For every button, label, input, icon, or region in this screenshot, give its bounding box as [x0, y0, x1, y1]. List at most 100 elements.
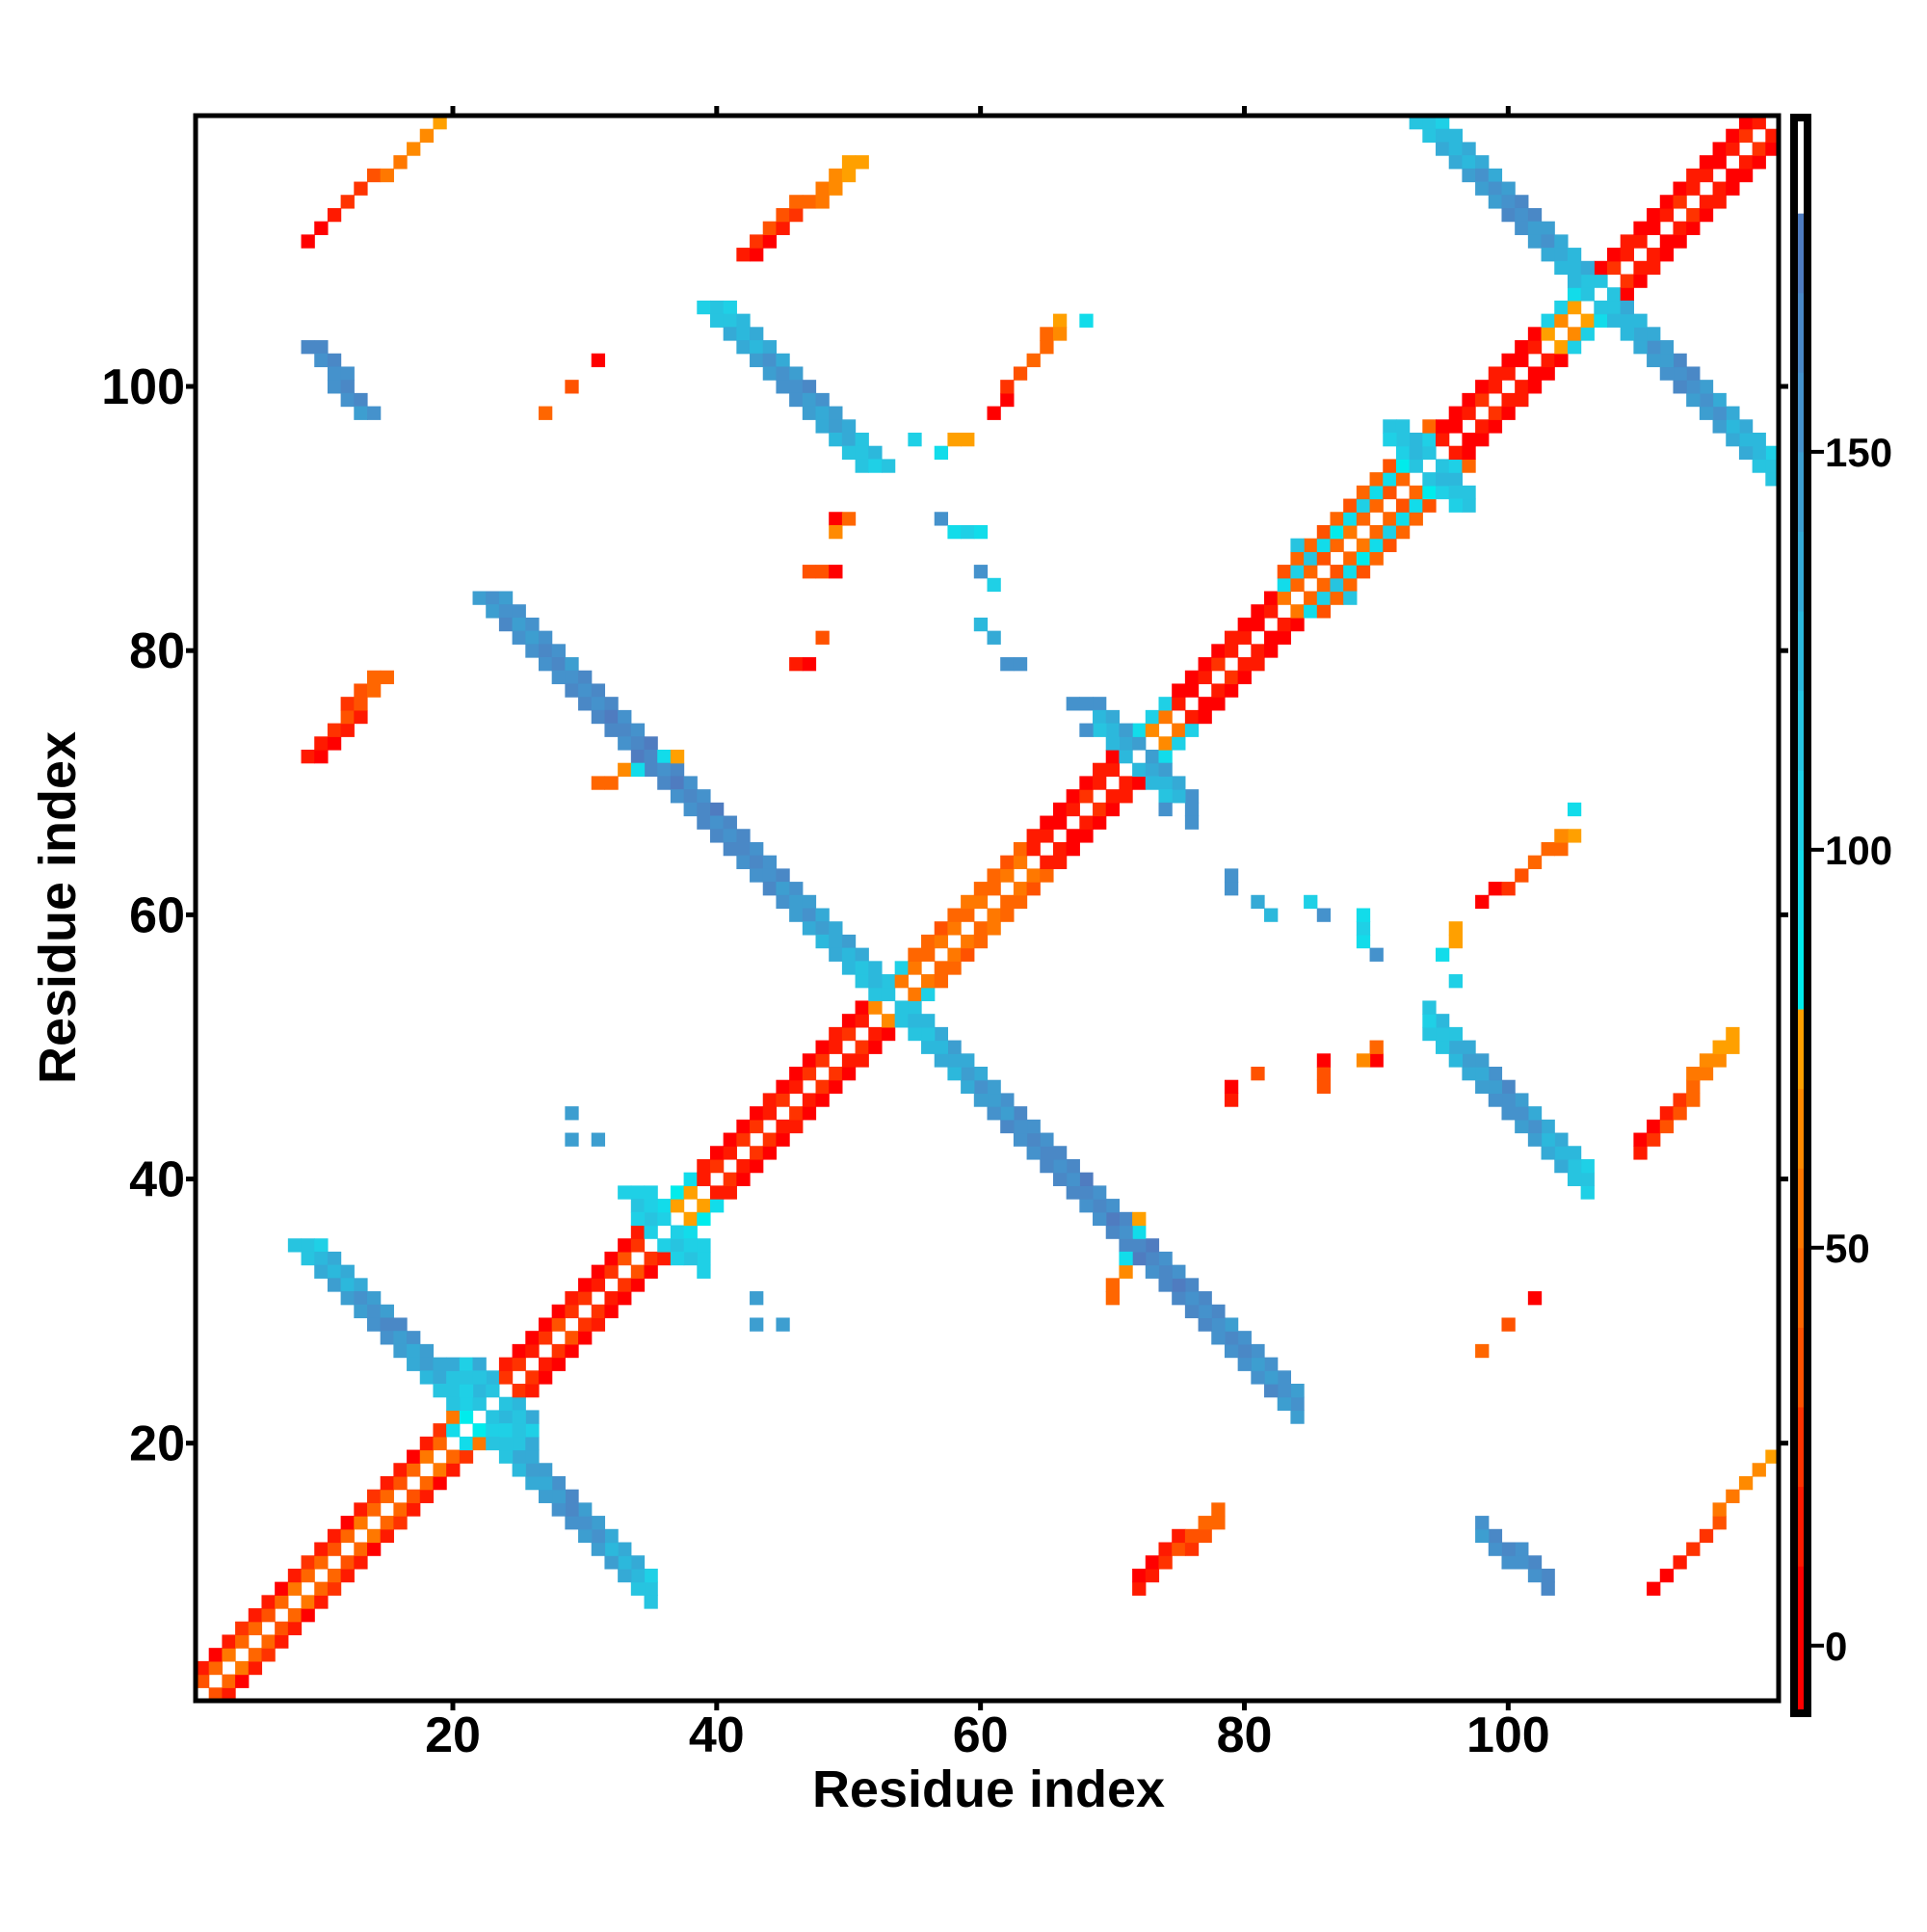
- contact-cell: [1607, 300, 1622, 315]
- contact-cell: [525, 1449, 540, 1464]
- contact-cell: [1659, 366, 1675, 381]
- contact-cell: [776, 1079, 790, 1095]
- contact-cell: [1712, 1040, 1727, 1054]
- contact-cell: [486, 604, 500, 619]
- contact-cell: [1172, 1291, 1186, 1306]
- contact-cell: [301, 750, 315, 764]
- contact-cell: [697, 789, 711, 804]
- contact-cell: [1647, 221, 1661, 235]
- contact-cell: [1052, 1172, 1068, 1186]
- y-tick-label: 40: [129, 1152, 185, 1208]
- contact-cell: [670, 1199, 685, 1213]
- contact-cell: [1132, 736, 1147, 751]
- contact-cell: [947, 908, 962, 922]
- contact-cell: [301, 234, 315, 249]
- y-tick-label: 80: [129, 623, 185, 679]
- contact-cell: [1237, 657, 1252, 672]
- contact-cell: [498, 591, 514, 605]
- contact-cell: [366, 1502, 382, 1517]
- contact-cell: [222, 1648, 236, 1662]
- contact-cell: [1330, 524, 1344, 540]
- contact-cell: [618, 1291, 632, 1306]
- contact-cell: [287, 1238, 303, 1253]
- contact-cell: [1105, 1278, 1121, 1292]
- contact-cell: [591, 1542, 606, 1556]
- contact-cell: [393, 1463, 408, 1477]
- contact-cell: [1000, 855, 1015, 869]
- contact-cell: [446, 1449, 461, 1464]
- contact-cell: [973, 617, 989, 632]
- x-axis-title: Residue index: [812, 1760, 1165, 1818]
- contact-cell: [829, 419, 843, 434]
- contact-cell: [802, 565, 817, 579]
- contact-cell: [973, 524, 989, 540]
- contact-cell: [604, 723, 619, 737]
- contact-cell: [855, 459, 869, 473]
- contact-cell: [1013, 882, 1028, 896]
- contact-cell: [1501, 207, 1516, 223]
- contact-cell: [1422, 1026, 1437, 1042]
- contact-cell: [366, 670, 382, 685]
- contact-cell: [618, 1542, 632, 1556]
- contact-cell: [1251, 1357, 1265, 1371]
- contact-cell: [829, 921, 843, 936]
- contact-cell: [630, 1264, 646, 1279]
- contact-cell: [1515, 1093, 1529, 1107]
- contact-cell: [987, 921, 1001, 936]
- contact-cell: [829, 934, 843, 949]
- contact-cell: [314, 1595, 329, 1609]
- colorbar-frame: [1790, 114, 1811, 1717]
- contact-cell: [1290, 538, 1305, 552]
- contact-cell: [1501, 1317, 1516, 1332]
- contact-cell: [736, 1132, 751, 1147]
- contact-cell: [1237, 630, 1252, 645]
- contact-cell: [1594, 274, 1608, 288]
- y-axis-title: Residue index: [29, 731, 87, 1084]
- contact-cell: [1647, 260, 1661, 276]
- contact-cell: [1475, 1053, 1490, 1068]
- contact-cell: [1752, 142, 1766, 156]
- contact-cell: [1673, 380, 1687, 394]
- contact-cell: [1738, 445, 1754, 461]
- contact-cell: [1145, 1555, 1160, 1570]
- contact-cell: [314, 1555, 329, 1570]
- contact-cell: [486, 1384, 500, 1398]
- contact-cell: [433, 116, 447, 130]
- contact-cell: [578, 1502, 593, 1517]
- contact-cell: [327, 207, 342, 223]
- contact-cell: [1158, 762, 1173, 778]
- contact-cell: [947, 433, 962, 447]
- contact-cell: [1040, 855, 1054, 869]
- contact-cell: [670, 1185, 685, 1200]
- contact-cell: [1726, 419, 1740, 434]
- contact-cell: [1105, 802, 1121, 817]
- contact-cell: [1633, 327, 1648, 341]
- contact-cell: [987, 1079, 1001, 1095]
- contact-cell: [750, 1317, 764, 1332]
- contact-cell: [1554, 841, 1569, 857]
- contact-cell: [314, 353, 329, 368]
- contact-cell: [1567, 287, 1582, 302]
- contact-cell: [525, 1410, 540, 1424]
- contact-cell: [1712, 1053, 1727, 1068]
- contact-cell: [472, 591, 487, 605]
- contact-cell: [472, 1396, 487, 1412]
- contact-cell: [1673, 195, 1687, 209]
- contact-cell: [1052, 327, 1068, 341]
- contact-cell: [881, 987, 896, 1002]
- contact-cell: [736, 841, 751, 857]
- contact-cell: [762, 366, 778, 381]
- contact-cell: [354, 1278, 368, 1292]
- y-tick-label: 60: [129, 887, 185, 943]
- contact-cell: [393, 155, 408, 170]
- contact-cell: [459, 1410, 474, 1424]
- contact-cell: [1052, 855, 1068, 869]
- contact-cell: [1052, 313, 1068, 328]
- contact-cell: [1673, 221, 1687, 235]
- contact-cell: [802, 380, 817, 394]
- contact-cell: [1436, 1026, 1450, 1042]
- contact-cell: [1488, 1542, 1503, 1556]
- contact-cell: [1673, 234, 1687, 249]
- contact-cell: [1172, 1264, 1186, 1279]
- y-tick-label: 100: [101, 359, 185, 415]
